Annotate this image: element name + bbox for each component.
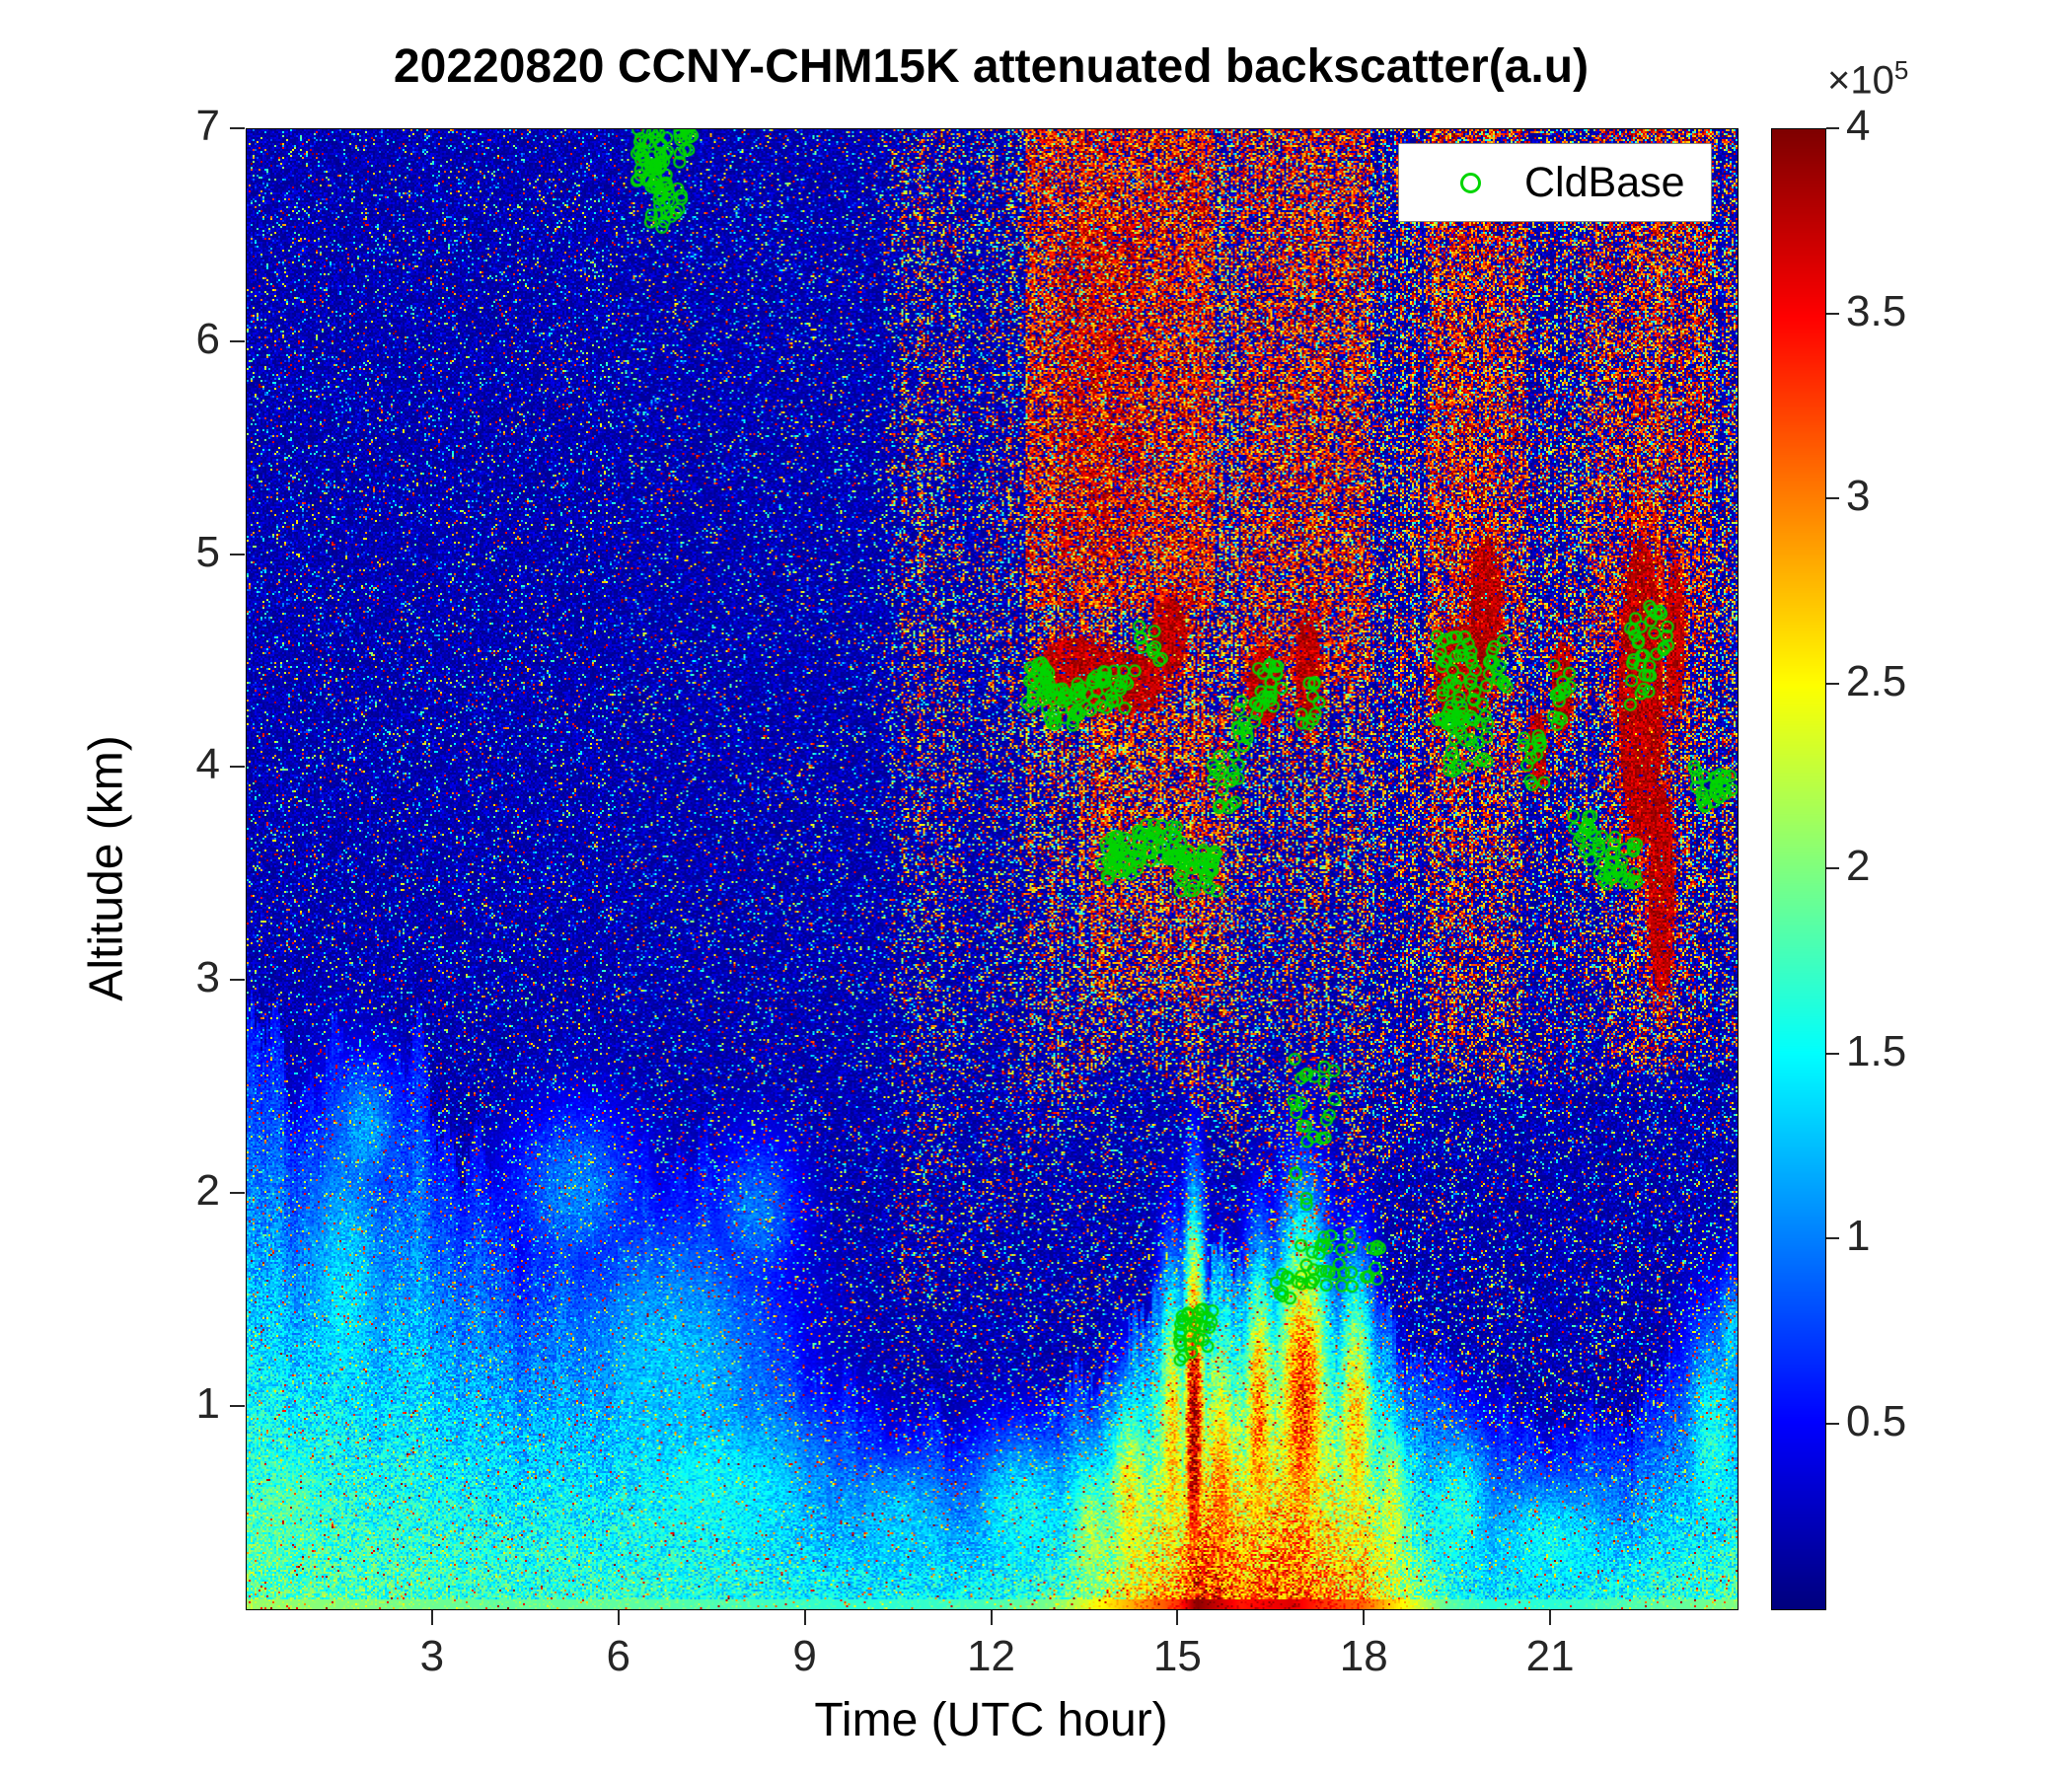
x-tick-label: 21 [1525, 1632, 1575, 1680]
x-tick-mark [430, 1610, 433, 1625]
x-tick-mark [617, 1610, 620, 1625]
x-tick-label: 18 [1339, 1632, 1388, 1680]
plot-area: CldBase [246, 128, 1739, 1610]
y-axis-label: Altitude (km) [80, 735, 133, 1001]
colorbar-tick-label: 3 [1846, 472, 1871, 520]
colorbar-tick-label: 0.5 [1846, 1396, 1907, 1445]
colorbar-exponent: ×105 [1827, 55, 1908, 103]
colorbar-tick-mark [1826, 497, 1839, 499]
x-tick-label: 6 [606, 1632, 630, 1680]
y-tick-label: 3 [195, 953, 220, 1002]
colorbar-tick-label: 1.5 [1846, 1026, 1907, 1075]
colorbar-tick-label: 4 [1846, 102, 1871, 150]
legend-label: CldBase [1524, 158, 1685, 206]
y-tick-mark [230, 1192, 245, 1195]
y-tick-mark [230, 553, 245, 555]
x-tick-label: 15 [1152, 1632, 1202, 1680]
colorbar [1771, 128, 1826, 1610]
chart-title: 20220820 CCNY-CHM15K attenuated backscat… [393, 40, 1590, 93]
y-tick-mark [230, 766, 245, 769]
x-tick-mark [990, 1610, 993, 1625]
y-tick-mark [230, 1404, 245, 1407]
colorbar-tick-mark [1826, 1422, 1839, 1425]
y-tick-mark [230, 979, 245, 982]
colorbar-tick-mark [1826, 682, 1839, 685]
y-tick-mark [230, 339, 245, 342]
legend-marker-circle-icon [1460, 172, 1481, 193]
y-tick-label: 6 [195, 314, 220, 363]
y-tick-mark [230, 127, 245, 129]
x-tick-mark [1363, 1610, 1366, 1625]
colorbar-tick-mark [1826, 1237, 1839, 1239]
x-tick-mark [803, 1610, 806, 1625]
colorbar-gradient [1772, 129, 1825, 1609]
y-tick-label: 5 [195, 527, 220, 576]
x-tick-label: 3 [419, 1632, 445, 1680]
colorbar-tick-label: 1 [1846, 1212, 1871, 1260]
y-tick-label: 7 [195, 102, 220, 150]
cloudbase-scatter-canvas [247, 129, 1738, 1609]
x-tick-mark [1176, 1610, 1179, 1625]
y-tick-label: 1 [195, 1378, 220, 1428]
colorbar-tick-label: 2 [1846, 842, 1871, 890]
colorbar-tick-mark [1826, 1052, 1839, 1055]
y-tick-label: 2 [195, 1166, 220, 1216]
y-tick-label: 4 [195, 740, 220, 789]
legend: CldBase [1398, 143, 1712, 222]
colorbar-tick-label: 3.5 [1846, 286, 1907, 335]
x-tick-label: 9 [792, 1632, 817, 1680]
x-tick-label: 12 [967, 1632, 1015, 1680]
colorbar-tick-mark [1826, 127, 1839, 129]
x-axis-label: Time (UTC hour) [814, 1694, 1168, 1746]
colorbar-tick-mark [1826, 867, 1839, 869]
colorbar-tick-label: 2.5 [1846, 656, 1907, 705]
colorbar-tick-mark [1826, 312, 1839, 315]
colorbar-exponent-power: 5 [1893, 55, 1909, 85]
colorbar-exponent-base: ×10 [1827, 58, 1894, 103]
x-tick-mark [1549, 1610, 1552, 1625]
